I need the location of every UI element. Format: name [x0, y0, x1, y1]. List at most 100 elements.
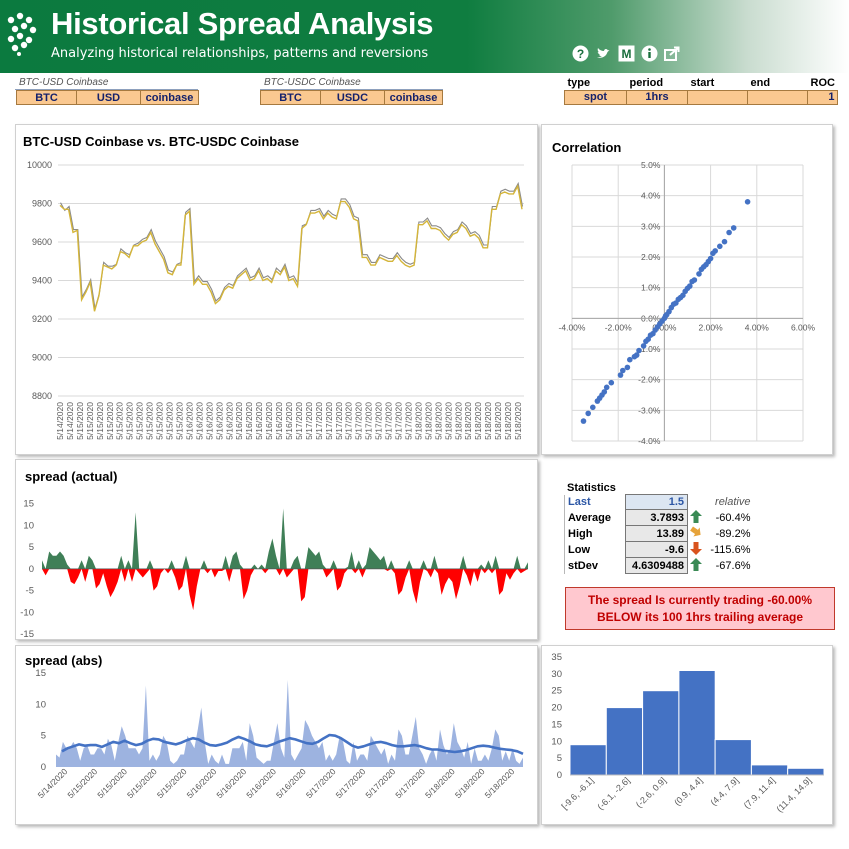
svg-text:M: M [622, 47, 632, 61]
y-tick-label: 15 [551, 719, 562, 730]
x-tick-label: 5/17/2020 [394, 402, 404, 440]
y-tick-label: 1.0% [641, 283, 661, 293]
scatter-point [585, 410, 591, 417]
scatter-point [636, 347, 642, 354]
series-line [59, 184, 523, 312]
x-tick-label: 5/17/2020 [404, 402, 414, 440]
scatter-point [717, 243, 723, 250]
x-tick-label: 6.00% [791, 322, 816, 332]
x-tick-label: 5/17/2020 [374, 402, 384, 440]
y-tick-label: -2.0% [638, 375, 661, 385]
x-tick-label: 5/18/2020 [443, 402, 453, 440]
alert-line-2: BELOW its 100 1hrs trailing average [596, 610, 804, 624]
x-tick-label: 5/15/2020 [65, 766, 99, 800]
x-tick-label: 5/18/2020 [493, 402, 503, 440]
arrow-down-icon [688, 541, 704, 558]
scatter-point [580, 418, 587, 424]
y-tick-label: 8800 [32, 391, 52, 401]
x-tick-label: -4.00% [559, 322, 586, 332]
negative-spread-area [42, 568, 528, 611]
x-tick-label: 5/17/2020 [364, 402, 374, 440]
arrow-up-icon [688, 557, 704, 574]
help-icon[interactable]: ? [572, 45, 589, 62]
x-tick-label: 5/17/2020 [304, 766, 338, 800]
logo-icon [7, 12, 37, 56]
x-tick-label: 5/15/2020 [105, 402, 115, 440]
spread-actual-panel: -15 -10 -5 0 5 10 15 spread (actual) [15, 459, 538, 640]
stat-label: Average [564, 509, 626, 526]
pair-b-base[interactable]: BTC [260, 90, 321, 105]
stat-label: Last [564, 494, 626, 510]
y-tick-label: 25 [551, 686, 562, 697]
y-tick-label: 9400 [32, 276, 52, 286]
scatter-point [633, 352, 640, 358]
y-tick-label: 9200 [32, 314, 52, 324]
arrow-up-icon [688, 509, 704, 526]
param-period[interactable]: 1hrs [626, 89, 688, 105]
share-icon[interactable] [664, 45, 681, 62]
y-tick-label: 9000 [32, 353, 52, 363]
x-tick-label: 5/17/2020 [294, 402, 304, 440]
scatter-point [691, 277, 698, 283]
svg-text:?: ? [577, 47, 584, 61]
spread-alert: The spread Is currently trading -60.00% … [565, 587, 835, 630]
info-icon[interactable] [641, 45, 658, 62]
x-tick-label: 5/16/2020 [204, 402, 214, 440]
stat-relative: -115.6% [710, 543, 751, 556]
y-tick-label: -10 [20, 607, 34, 618]
scatter-point [624, 364, 631, 371]
x-tick-label: 5/15/2020 [115, 402, 125, 440]
scatter-point [744, 199, 751, 205]
param-type[interactable]: spot [564, 89, 627, 105]
x-tick-label: 5/15/2020 [95, 766, 129, 800]
medium-icon[interactable]: M [618, 45, 635, 62]
x-tick-label: 5/15/2020 [155, 766, 189, 800]
x-tick-label: 5/15/2020 [95, 402, 105, 440]
stat-relative: -60.4% [715, 511, 751, 524]
stat-relative: -67.6% [715, 559, 751, 572]
scatter-point [601, 389, 608, 395]
arrow-diagonal-icon [688, 525, 704, 542]
x-tick-label: 5/18/2020 [483, 766, 517, 800]
pair-a-exchange[interactable]: coinbase [140, 90, 199, 105]
x-tick-label: 5/18/2020 [483, 402, 493, 440]
param-end-header: end [750, 76, 771, 89]
pair-b-quote[interactable]: USDC [320, 90, 385, 105]
x-tick-label: 5/14/2020 [65, 402, 75, 440]
x-tick-label: 5/15/2020 [175, 402, 185, 440]
param-start[interactable] [687, 89, 748, 105]
x-tick-label: 5/15/2020 [85, 402, 95, 440]
scatter-point [627, 356, 633, 363]
stat-value: 1.5 [625, 494, 688, 510]
histogram-bar [569, 744, 607, 776]
param-end[interactable] [747, 89, 808, 105]
x-tick-label: 5/18/2020 [473, 402, 483, 440]
spread-abs-panel: 0 5 10 15 5/14/2020 5/15/2020 5/15/2020 5/15/20… [15, 645, 538, 825]
x-tick-label: 2.00% [699, 322, 724, 332]
relative-header: relative [715, 496, 751, 508]
x-tick-label: 5/16/2020 [274, 766, 308, 800]
y-tick-label: 9600 [32, 237, 52, 247]
x-tick-label: 5/15/2020 [145, 402, 155, 440]
y-tick-label: 9800 [32, 199, 52, 209]
pair-a-quote[interactable]: USD [76, 90, 141, 105]
x-tick-label: 5/16/2020 [185, 766, 219, 800]
spread-actual-title: spread (actual) [25, 469, 118, 484]
y-tick-label: -15 [20, 629, 34, 639]
x-tick-label: (7.9, 11.4] [742, 775, 777, 810]
correlation-chart: -4.0%-3.0%-2.0%-1.0%0.0%1.0%2.0%3.0%4.0%… [559, 160, 816, 446]
pair-b-exchange[interactable]: coinbase [384, 90, 443, 105]
pair-a-base[interactable]: BTC [16, 90, 77, 105]
y-tick-label: 5 [29, 542, 34, 553]
y-tick-label: -4.0% [638, 436, 661, 446]
correlation-title: Correlation [552, 140, 622, 155]
param-roc[interactable]: 1 [806, 89, 839, 105]
twitter-icon[interactable] [595, 45, 612, 62]
y-tick-label: 10 [551, 736, 562, 747]
y-tick-label: 0 [29, 564, 34, 575]
x-tick-label: 5/16/2020 [234, 402, 244, 440]
pair-b-table: BTC USDC coinbase [260, 90, 443, 105]
x-tick-label: 5/16/2020 [244, 402, 254, 440]
x-tick-label: (0.9, 4.4] [672, 775, 704, 807]
histogram-bar [714, 739, 752, 776]
